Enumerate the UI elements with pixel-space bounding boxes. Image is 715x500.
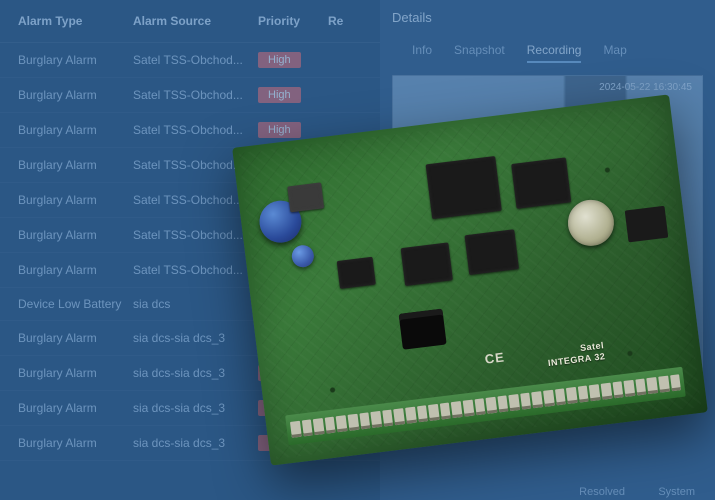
tab-recording[interactable]: Recording (527, 43, 582, 63)
system-label: System (658, 486, 695, 498)
capacitor-small (291, 244, 316, 269)
header-priority[interactable]: Priority (258, 14, 328, 28)
cell-alarm-source: Satel TSS-Obchod... (133, 228, 258, 242)
cell-priority: High (258, 52, 328, 68)
relay (625, 206, 669, 243)
tab-map[interactable]: Map (603, 43, 626, 63)
chip-3 (401, 242, 453, 286)
cell-alarm-source: sia dcs-sia dcs_3 (133, 436, 258, 450)
cell-alarm-type: Burglary Alarm (18, 88, 133, 102)
header-alarm-source[interactable]: Alarm Source (133, 14, 258, 28)
cell-alarm-source: Satel TSS-Obchod... (133, 53, 258, 67)
priority-badge: High (258, 122, 301, 138)
chip-main-1 (426, 156, 502, 219)
video-timestamp: 2024-05-22 16:30:45 (599, 82, 692, 93)
cell-alarm-type: Burglary Alarm (18, 193, 133, 207)
pcb-product-image: CE Satel INTEGRA 32 (232, 94, 708, 465)
chip-4 (465, 229, 520, 275)
cell-alarm-source: sia dcs-sia dcs_3 (133, 366, 258, 380)
table-header-row: Alarm Type Alarm Source Priority Re (0, 0, 380, 43)
rj45-port (399, 309, 447, 350)
cell-alarm-source: Satel TSS-Obchod... (133, 88, 258, 102)
table-row[interactable]: Burglary AlarmSatel TSS-Obchod...High (0, 43, 380, 78)
header-alarm-type[interactable]: Alarm Type (18, 14, 133, 28)
ce-mark: CE (484, 349, 506, 366)
tab-snapshot[interactable]: Snapshot (454, 43, 505, 63)
cell-alarm-type: Burglary Alarm (18, 263, 133, 277)
priority-badge: High (258, 87, 301, 103)
cell-priority: High (258, 122, 328, 138)
cell-alarm-type: Burglary Alarm (18, 436, 133, 450)
table-row[interactable]: Burglary AlarmSatel TSS-Obchod...High (0, 78, 380, 113)
tab-info[interactable]: Info (412, 43, 432, 63)
pcb-brand-label: Satel INTEGRA 32 (546, 341, 606, 369)
chip-683 (287, 182, 324, 212)
cell-alarm-type: Burglary Alarm (18, 366, 133, 380)
resolved-label: Resolved (579, 486, 625, 498)
chip-main-2 (511, 157, 571, 208)
cell-alarm-type: Burglary Alarm (18, 331, 133, 345)
cell-priority: High (258, 87, 328, 103)
details-title: Details (392, 10, 703, 25)
cell-alarm-type: Burglary Alarm (18, 158, 133, 172)
cell-alarm-source: sia dcs-sia dcs_3 (133, 401, 258, 415)
priority-badge: High (258, 52, 301, 68)
details-tabs: Info Snapshot Recording Map (392, 43, 703, 63)
cell-alarm-source: sia dcs-sia dcs_3 (133, 331, 258, 345)
cell-alarm-type: Device Low Battery (18, 297, 133, 311)
cell-alarm-type: Burglary Alarm (18, 401, 133, 415)
cell-alarm-type: Burglary Alarm (18, 123, 133, 137)
cell-alarm-type: Burglary Alarm (18, 53, 133, 67)
coin-battery (565, 197, 616, 248)
cell-alarm-source: sia dcs (133, 297, 258, 311)
header-re[interactable]: Re (328, 14, 368, 28)
chip-5 (337, 257, 376, 289)
cell-alarm-type: Burglary Alarm (18, 228, 133, 242)
cell-alarm-source: Satel TSS-Obchod... (133, 123, 258, 137)
cell-alarm-source: Satel TSS-Obchod... (133, 263, 258, 277)
